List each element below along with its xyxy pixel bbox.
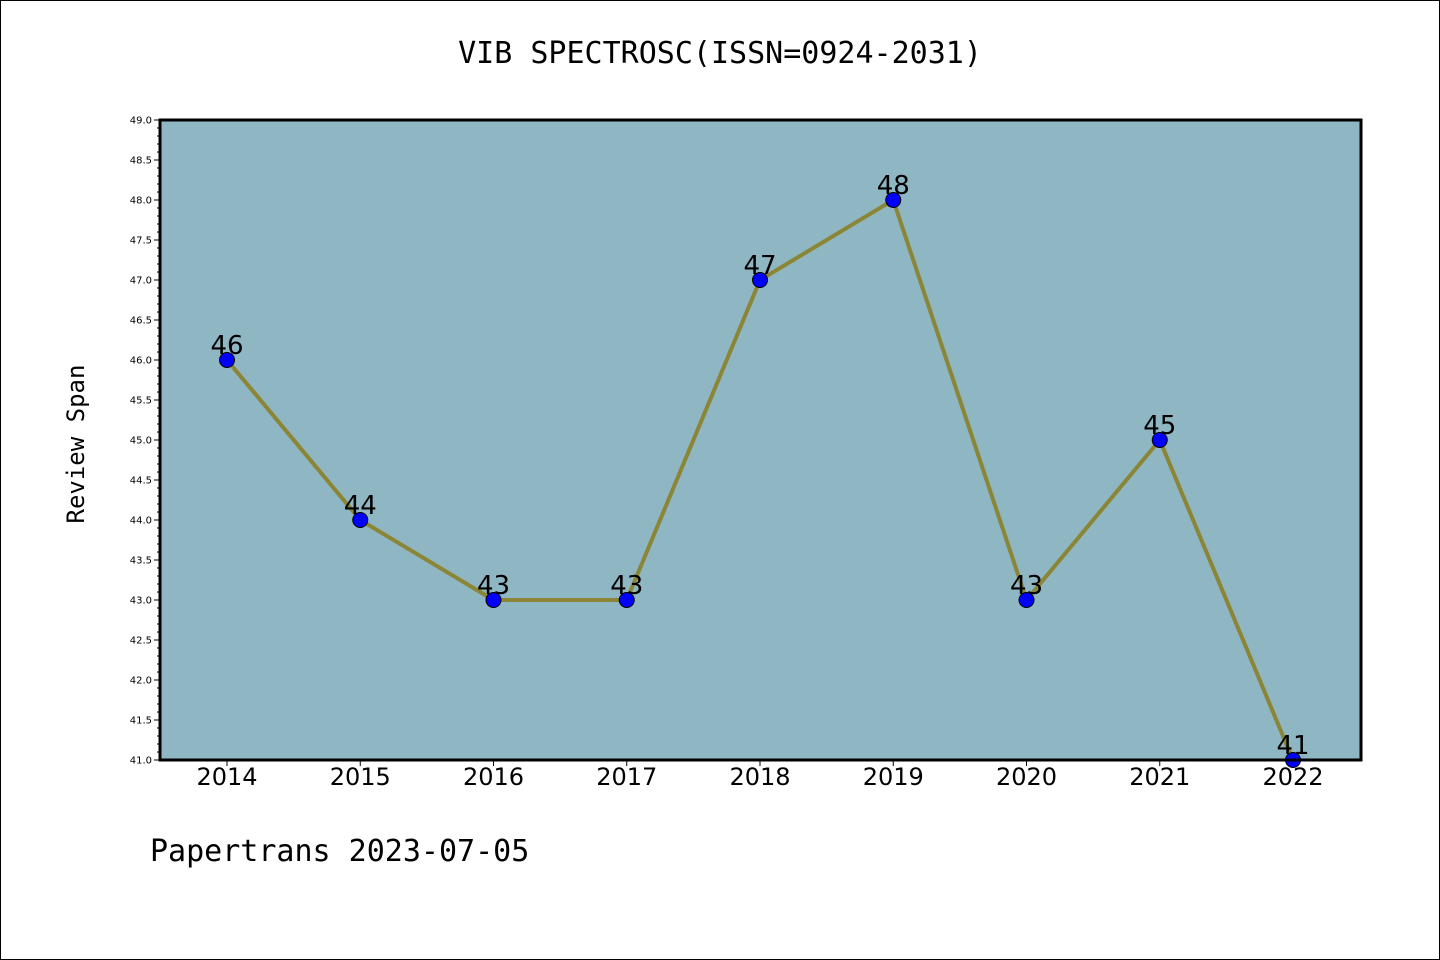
y-tick-label: 47.5 xyxy=(130,236,152,247)
data-label: 43 xyxy=(1010,571,1043,601)
y-tick-label: 48.5 xyxy=(130,156,152,167)
data-point xyxy=(352,512,369,528)
y-tick-label: 42.0 xyxy=(130,676,152,687)
y-tick-label: 49.0 xyxy=(130,116,152,127)
data-label: 48 xyxy=(877,171,910,201)
x-tick-label: 2018 xyxy=(729,763,790,791)
data-point xyxy=(485,592,502,608)
x-tick-label: 2016 xyxy=(463,763,524,791)
footer-credit: Papertrans 2023-07-05 xyxy=(150,834,530,869)
x-tick-label: 2021 xyxy=(1129,763,1190,791)
data-label-group: 46 44 43 43 47 48 43 45 41 xyxy=(210,171,1309,761)
series-point-group xyxy=(219,192,1301,768)
y-tick-label: 45.0 xyxy=(130,436,152,447)
plot-border xyxy=(158,118,1363,762)
y-tick-label: 41.5 xyxy=(130,716,152,727)
x-tick-label: 2015 xyxy=(330,763,391,791)
chart-title: VIB SPECTROSC(ISSN=0924-2031) xyxy=(458,36,982,71)
data-point xyxy=(752,272,768,288)
y-tick-label: 46.0 xyxy=(130,356,152,367)
data-label: 43 xyxy=(477,571,510,601)
plot-area xyxy=(160,120,1361,760)
data-point xyxy=(219,352,235,368)
data-label: 44 xyxy=(344,491,377,521)
data-label: 41 xyxy=(1276,731,1309,761)
data-point xyxy=(1018,592,1035,608)
x-tick-label: 2014 xyxy=(196,763,257,791)
x-tick-label: 2020 xyxy=(996,763,1057,791)
y-tick-label: 42.5 xyxy=(130,636,152,647)
data-label: 46 xyxy=(210,331,243,361)
y-tick-label: 47.0 xyxy=(130,276,152,287)
y-tick-label: 48.0 xyxy=(130,196,152,207)
y-axis-label: Review Span xyxy=(62,365,90,524)
data-point xyxy=(885,192,902,208)
x-axis-ticks: 2014 2015 2016 2017 2018 2019 2020 2021 2022 xyxy=(196,760,1324,791)
x-tick-label: 2017 xyxy=(596,763,657,791)
y-tick-label: 46.5 xyxy=(130,316,152,327)
y-tick-label: 45.5 xyxy=(130,396,152,407)
data-point xyxy=(618,592,635,608)
y-tick-label: 44.0 xyxy=(130,516,152,527)
y-axis-ticks: 41.0 41.5 42.0 42.5 43.0 43.5 44.0 44.5 45.0 45.5… xyxy=(130,116,160,767)
data-label: 43 xyxy=(610,571,643,601)
y-tick-label: 43.5 xyxy=(130,556,152,567)
data-label: 45 xyxy=(1143,411,1176,441)
x-tick-label: 2019 xyxy=(863,763,924,791)
data-label: 47 xyxy=(743,251,776,281)
y-tick-label: 44.5 xyxy=(130,476,152,487)
y-tick-label: 41.0 xyxy=(130,756,152,767)
data-point xyxy=(1151,432,1168,448)
y-tick-label: 43.0 xyxy=(130,596,152,607)
